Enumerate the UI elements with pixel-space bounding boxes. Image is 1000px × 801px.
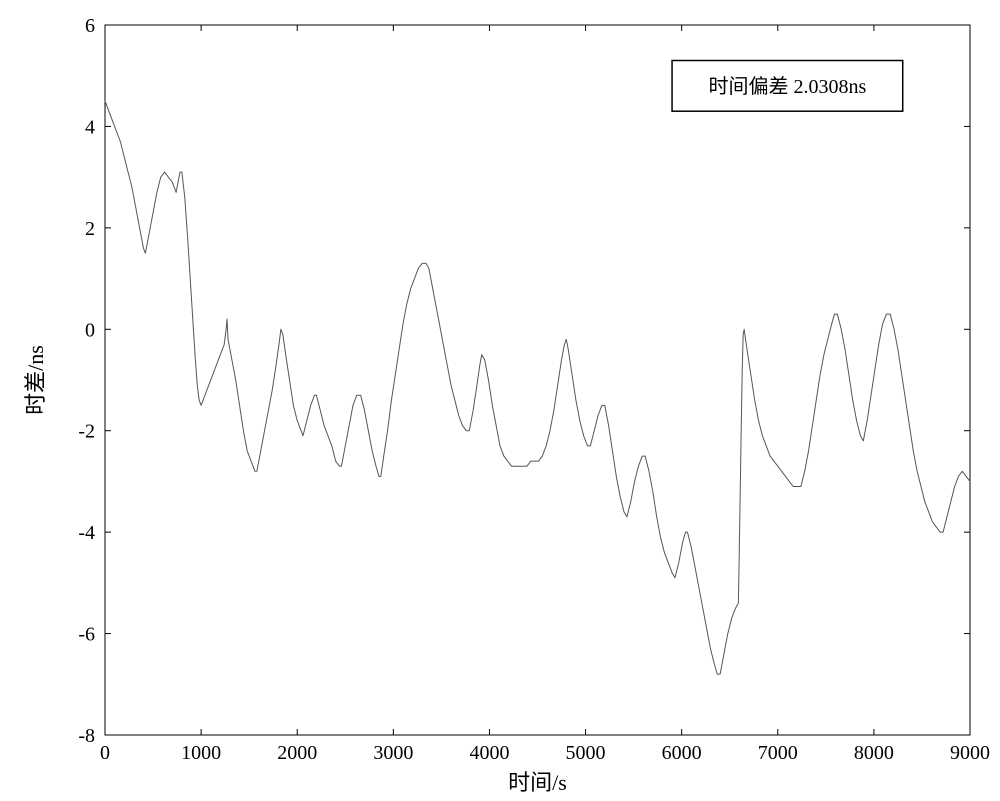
x-tick-label: 1000 xyxy=(181,742,221,764)
x-tick-label: 4000 xyxy=(469,742,509,764)
legend-text: 时间偏差 2.0308ns xyxy=(708,75,866,98)
x-tick-label: 2000 xyxy=(277,742,317,764)
y-tick-label: -2 xyxy=(78,421,95,443)
x-tick-label: 5000 xyxy=(566,742,606,764)
x-tick-label: 9000 xyxy=(950,742,990,764)
data-series xyxy=(105,101,970,674)
y-tick-label: 6 xyxy=(85,15,95,37)
x-tick-label: 0 xyxy=(100,742,110,764)
y-tick-label: -6 xyxy=(78,624,95,646)
x-tick-label: 3000 xyxy=(373,742,413,764)
line-chart: 0 1000 2000 3000 4000 5000 6000 7000 8000 9000 -8 -… xyxy=(0,0,1000,801)
y-tick-label: 4 xyxy=(85,116,95,138)
x-axis-label: 时间/s xyxy=(508,770,567,795)
y-tick-label: -8 xyxy=(78,725,95,747)
y-axis-label: 时差/ns xyxy=(23,345,48,415)
chart-svg: 0 1000 2000 3000 4000 5000 6000 7000 8000 9000 -8 -… xyxy=(0,0,1000,801)
x-tick-label: 7000 xyxy=(758,742,798,764)
y-tick-label: 0 xyxy=(85,319,95,341)
x-tick-label: 8000 xyxy=(854,742,894,764)
x-tick-label: 6000 xyxy=(662,742,702,764)
plot-box xyxy=(105,25,970,735)
y-tick-label: 2 xyxy=(85,218,95,240)
y-tick-label: -4 xyxy=(78,522,95,544)
